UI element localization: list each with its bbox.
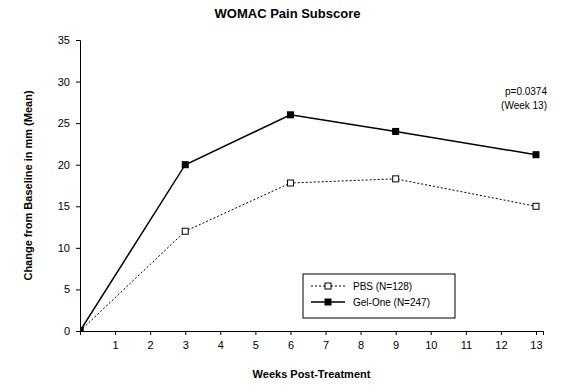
x-tick-mark — [361, 331, 362, 335]
marker — [393, 176, 399, 182]
y-tick-label: 30 — [58, 76, 70, 88]
y-tick-mark — [76, 289, 80, 290]
x-tick: 11 — [461, 331, 472, 351]
marker — [287, 180, 293, 186]
title: WOMAC Pain Subscore — [215, 6, 361, 21]
x-tick-mark — [255, 331, 256, 335]
y-tick-mark — [76, 248, 80, 249]
y-tick: 35 — [58, 34, 80, 46]
x-tick-mark — [396, 331, 397, 335]
x-tick: 13 — [530, 331, 542, 351]
marker — [182, 228, 188, 234]
y-tick: 30 — [58, 76, 80, 88]
x-tick-label: 2 — [148, 339, 154, 351]
y-tick: 0 — [64, 325, 80, 337]
marker — [287, 112, 293, 118]
x-tick-mark — [290, 331, 291, 335]
x-tick-label: 7 — [323, 339, 329, 351]
x-tick: 4 — [218, 331, 224, 351]
legend: PBS (N=128) Gel-One (N=247) — [303, 274, 455, 318]
x-tick-label: 6 — [288, 339, 294, 351]
y-axis: 0 5 10 15 20 25 30 35 — [58, 34, 81, 337]
x-axis: 12345678910111213 — [81, 331, 544, 351]
y-tick-label: 25 — [58, 117, 70, 129]
series-line — [80, 179, 536, 331]
x-axis-label: Weeks Post-Treatment — [253, 368, 371, 380]
x-tick-mark — [501, 331, 502, 335]
x-tick: 3 — [183, 331, 189, 351]
x-tick-mark — [466, 331, 467, 335]
y-tick-label: 35 — [58, 34, 70, 46]
x-tick-mark — [185, 331, 186, 335]
y-tick-label: 0 — [64, 325, 70, 337]
annotation: p=0.0374 — [505, 86, 547, 97]
x-tick-label: 8 — [358, 339, 364, 351]
x-tick-label: 11 — [461, 339, 472, 351]
y-tick-label: 5 — [64, 283, 70, 295]
marker — [393, 128, 399, 134]
y-tick-mark — [76, 40, 80, 41]
legend-box — [303, 274, 455, 318]
x-tick-label: 12 — [495, 339, 507, 351]
y-axis-line — [76, 41, 81, 332]
y-tick: 10 — [58, 242, 80, 254]
y-tick: 20 — [58, 159, 80, 171]
legend-marker — [325, 299, 331, 305]
legend-marker — [325, 283, 331, 289]
legend-label: Gel-One (N=247) — [353, 297, 430, 308]
x-tick-label: 3 — [183, 339, 189, 351]
y-tick: 15 — [58, 200, 80, 212]
y-tick-label: 10 — [58, 242, 70, 254]
x-tick-label: 5 — [253, 339, 259, 351]
series-line — [80, 115, 536, 331]
y-tick-label: 15 — [58, 200, 70, 212]
marker — [533, 203, 539, 209]
x-tick-label: 13 — [530, 339, 542, 351]
marker — [533, 152, 539, 158]
x-tick: 10 — [425, 331, 437, 351]
x-tick-mark — [150, 331, 151, 335]
x-tick-mark — [220, 331, 221, 335]
y-tick-mark — [76, 123, 80, 124]
x-tick: 8 — [358, 331, 364, 351]
x-tick: 9 — [393, 331, 399, 351]
x-tick-label: 10 — [425, 339, 437, 351]
y-tick-mark — [76, 206, 80, 207]
y-tick: 25 — [58, 117, 80, 129]
x-tick: 12 — [495, 331, 507, 351]
y-tick-label: 20 — [58, 159, 70, 171]
marker — [80, 328, 83, 331]
chart: WOMAC Pain Subscore123456789101112130510… — [0, 0, 575, 386]
x-tick: 7 — [323, 331, 329, 351]
x-axis-line — [81, 332, 544, 336]
plot: 1234567891011121305101520253035PBS (N=12… — [58, 34, 544, 351]
y-tick-mark — [76, 82, 80, 83]
x-tick-mark — [326, 331, 327, 335]
y-tick: 5 — [64, 283, 80, 295]
annotation: (Week 13) — [501, 100, 547, 111]
x-tick-mark — [431, 331, 432, 335]
x-tick-label: 9 — [393, 339, 399, 351]
x-tick-label: 4 — [218, 339, 224, 351]
x-tick: 6 — [288, 331, 294, 351]
y-tick-mark — [76, 331, 80, 332]
legend-label: PBS (N=128) — [353, 281, 412, 292]
x-tick: 2 — [148, 331, 154, 351]
y-axis-label: Change from Baseline in mm (Mean) — [22, 90, 34, 280]
y-tick-mark — [76, 165, 80, 166]
marker — [80, 328, 83, 331]
x-tick-label: 1 — [113, 339, 119, 351]
x-tick: 1 — [113, 331, 119, 351]
marks — [80, 112, 539, 331]
x-tick: 5 — [253, 331, 259, 351]
x-tick-mark — [115, 331, 116, 335]
x-tick-mark — [536, 331, 537, 335]
marker — [182, 162, 188, 168]
